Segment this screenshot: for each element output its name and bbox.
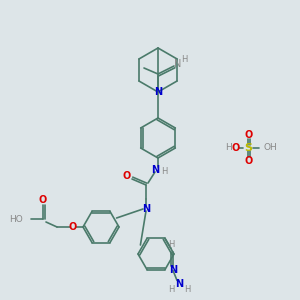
Text: N: N <box>175 279 183 290</box>
Text: O: O <box>123 171 131 181</box>
Text: H: H <box>181 56 187 64</box>
Text: N: N <box>169 266 177 275</box>
Text: N: N <box>174 59 182 69</box>
Text: N: N <box>151 165 159 175</box>
Text: O: O <box>39 195 47 205</box>
Text: H: H <box>184 285 190 294</box>
Text: O: O <box>232 143 240 153</box>
Text: N: N <box>154 87 162 97</box>
Text: O: O <box>245 130 253 140</box>
Text: OH: OH <box>263 143 277 152</box>
Text: H: H <box>161 167 167 176</box>
Text: N: N <box>142 204 150 214</box>
Text: HO: HO <box>9 214 23 224</box>
Text: H: H <box>225 143 231 152</box>
Text: H: H <box>168 285 174 294</box>
Text: S: S <box>244 143 252 153</box>
Text: H: H <box>168 240 174 249</box>
Text: O: O <box>245 156 253 166</box>
Text: O: O <box>69 222 77 232</box>
